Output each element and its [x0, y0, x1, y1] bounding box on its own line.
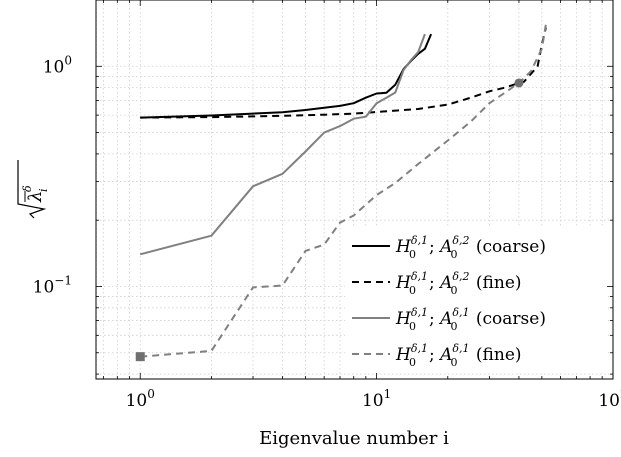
grid [96, 0, 614, 379]
circle-marker [514, 78, 524, 88]
y-tick-label: 100 [43, 53, 72, 77]
x-tick-label: 101 [362, 387, 391, 411]
x-tick-label: 100 [126, 387, 155, 411]
svg-text:λ: λ [25, 191, 46, 203]
square-marker [135, 352, 145, 362]
legend-box [345, 226, 607, 373]
legend-label: Hδ,1 0; Aδ,2 0 (coarse) [395, 234, 546, 261]
y-tick-label: 10−1 [33, 273, 72, 297]
x-axis-title-text: Eigenvalue number i [259, 428, 449, 449]
x-tick-label: 102 [598, 387, 621, 411]
svg-text:Eigenvalue number i: Eigenvalue number i [259, 428, 449, 449]
legend-label: Hδ,1 0; Aδ,1 0 (fine) [395, 342, 522, 369]
marker-group [135, 78, 524, 362]
svg-text:i: i [37, 188, 50, 192]
series-line-2 [140, 27, 547, 119]
series-line-3 [139, 33, 426, 256]
plot-frame [95, 0, 614, 380]
legend-label: Hδ,1 0; Aδ,2 0 (fine) [395, 270, 522, 297]
legend-label: Hδ,1 0; Aδ,1 0 (coarse) [395, 306, 546, 333]
y-axis-title: λ δ i [17, 160, 50, 219]
series-line-1 [140, 33, 433, 119]
svg-text:δ: δ [21, 185, 34, 192]
legend: Hδ,1 0; Aδ,2 0 (coarse) Hδ,1 0; Aδ,2 0 (fine)… [345, 226, 607, 373]
y-axis-sqrt-sign [17, 160, 47, 219]
x-axis-title: Eigenvalue number i [259, 428, 449, 449]
